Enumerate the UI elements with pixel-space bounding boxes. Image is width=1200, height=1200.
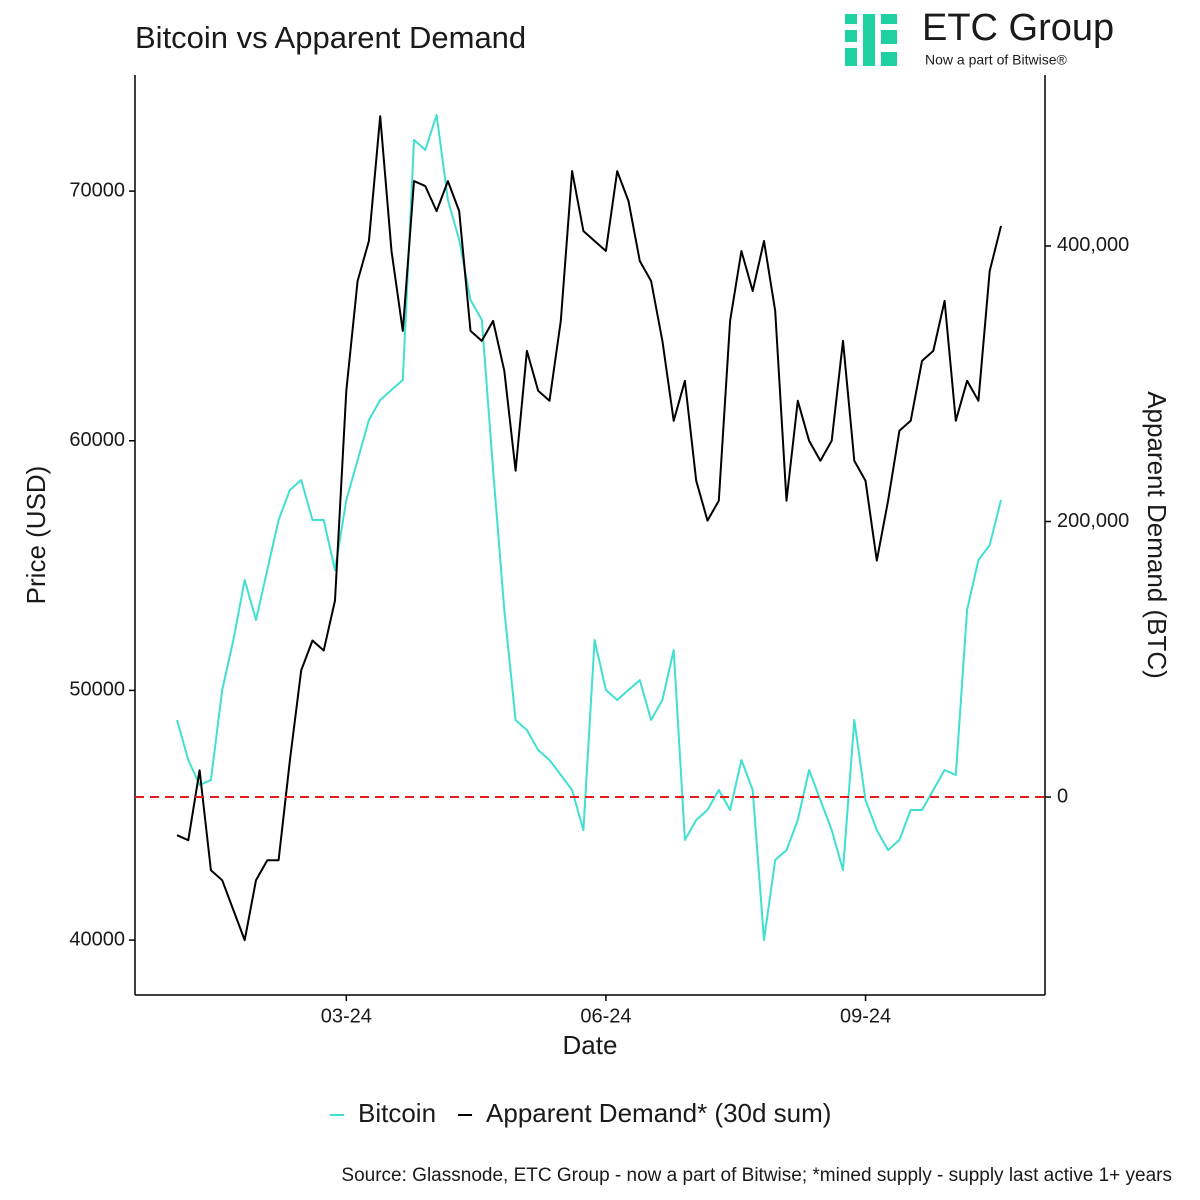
legend-label: Apparent Demand* (30d sum) <box>486 1098 831 1128</box>
logo-name: ETC Group <box>922 7 1114 49</box>
x-tick-label: 09-24 <box>840 1005 891 1027</box>
y-tick-label: 40000 <box>69 928 125 950</box>
x-tick-label: 06-24 <box>580 1005 631 1027</box>
chart-title: Bitcoin vs Apparent Demand <box>135 20 526 55</box>
y2-axis-label: Apparent Demand (BTC) <box>1142 391 1172 679</box>
source-note: Source: Glassnode, ETC Group - now a par… <box>341 1165 1172 1186</box>
legend-label: Bitcoin <box>358 1098 436 1128</box>
x-tick-label: 03-24 <box>321 1005 372 1027</box>
x-axis-label: Date <box>563 1030 618 1060</box>
y-axis-label: Price (USD) <box>21 466 51 605</box>
y-tick-label: 60000 <box>69 429 125 451</box>
logo-icon <box>845 14 897 66</box>
series-line <box>176 115 1002 942</box>
y-tick-label: 70000 <box>69 179 125 201</box>
y2-tick-label: 0 <box>1057 785 1068 807</box>
logo-tagline: Now a part of Bitwise® <box>925 52 1067 68</box>
y2-tick-label: 400,000 <box>1057 234 1129 256</box>
y2-tick-label: 200,000 <box>1057 510 1129 532</box>
series-line <box>176 114 1002 941</box>
y-tick-label: 50000 <box>69 679 125 701</box>
